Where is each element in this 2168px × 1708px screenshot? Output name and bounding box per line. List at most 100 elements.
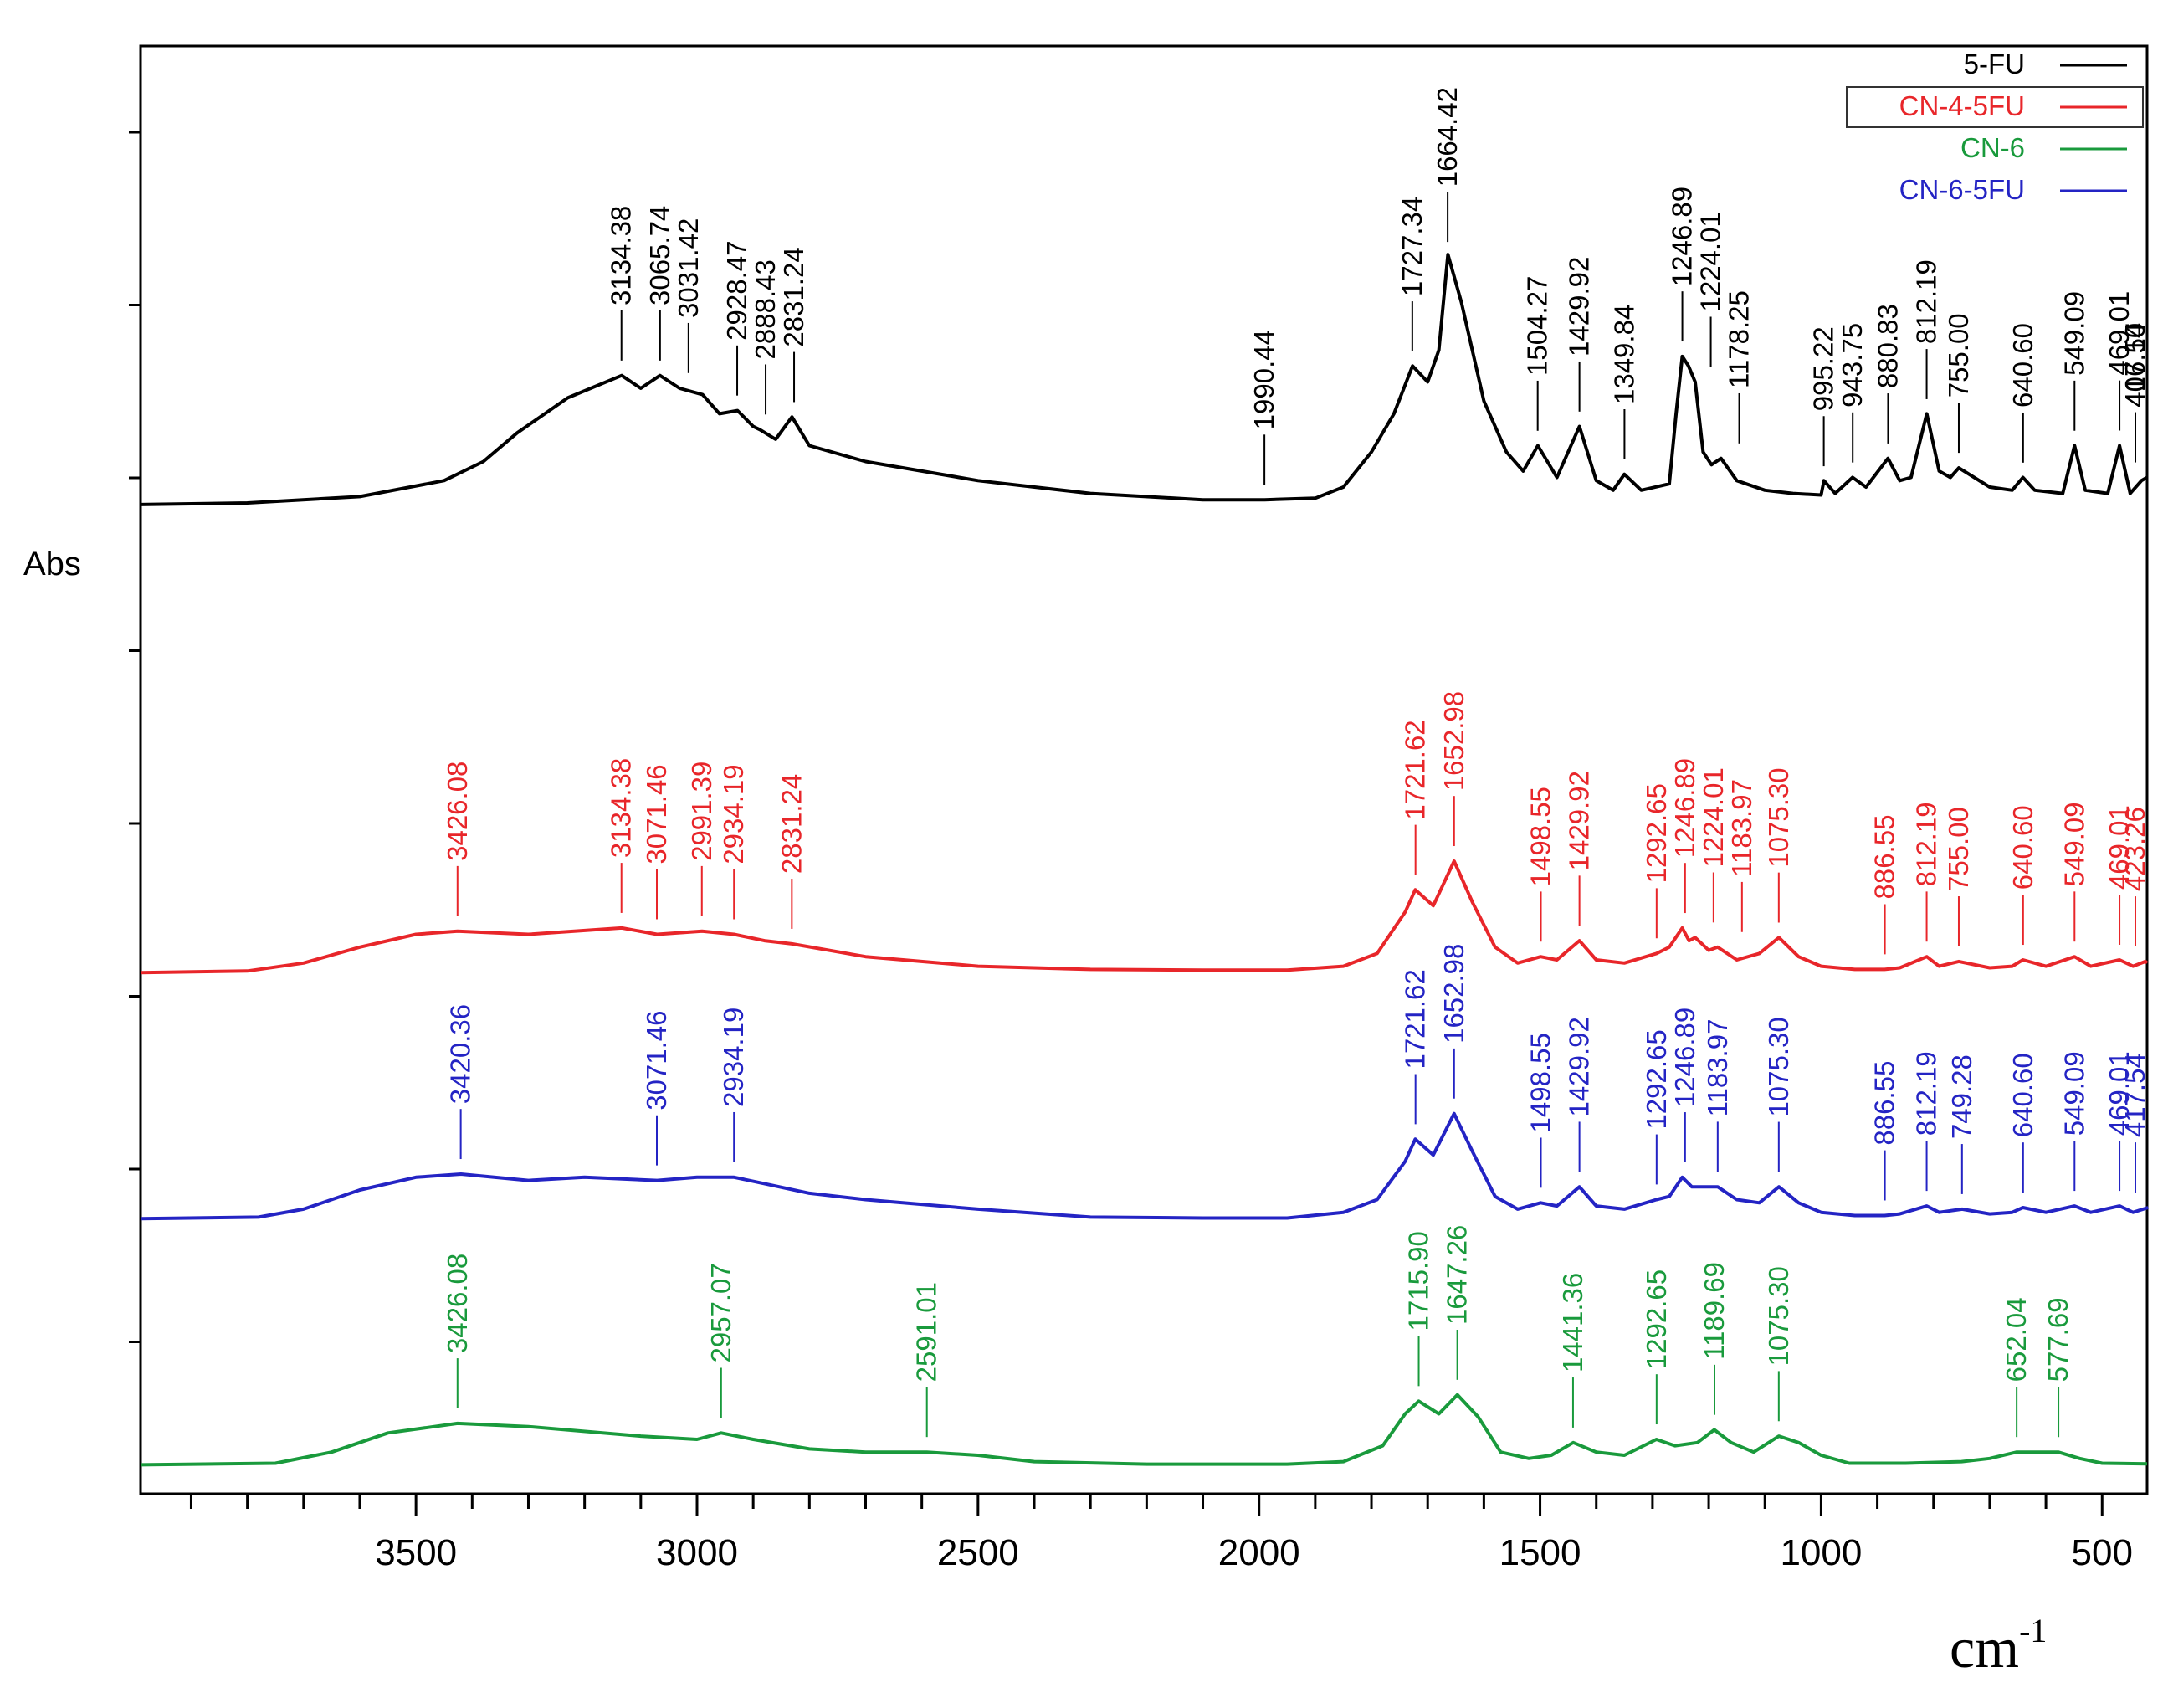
peak-label: 749.28 (1946, 1054, 1977, 1139)
peak-label: 1498.55 (1525, 1033, 1556, 1132)
x-axis-label-unit: cm (1950, 1616, 2019, 1680)
peak-label: 3134.38 (606, 206, 637, 305)
peak-label: 2831.24 (778, 247, 809, 346)
peak-label: 1721.62 (1400, 720, 1431, 819)
peak-label: 423.26 (2119, 807, 2150, 891)
x-tick-label: 2500 (937, 1532, 1019, 1573)
peak-label: 1441.36 (1557, 1273, 1588, 1372)
x-tick-label: 1000 (1780, 1532, 1862, 1573)
peak-label: 3134.38 (606, 758, 637, 858)
peak-label: 812.19 (1911, 1051, 1942, 1136)
x-tick-label: 3500 (375, 1532, 457, 1573)
peak-label: 995.22 (1808, 326, 1839, 411)
y-axis-ticks (129, 131, 141, 1343)
peak-label: 640.60 (2007, 323, 2038, 408)
peak-label: 3071.46 (641, 1010, 672, 1110)
peak-label: 2888.43 (750, 259, 781, 359)
peak-label: 577.69 (2042, 1297, 2073, 1382)
peak-label: 1721.62 (1400, 969, 1431, 1069)
peak-label: 3065.74 (644, 206, 675, 305)
spectra (140, 253, 2149, 1467)
peak-label: 1647.26 (1442, 1225, 1473, 1325)
peak-label: 3031.42 (673, 218, 704, 318)
peak-label: 2591.01 (911, 1282, 942, 1382)
peak-label: 1349.84 (1608, 305, 1639, 404)
peak-label: 1292.65 (1641, 1269, 1672, 1369)
peak-label: 417.54 (2119, 323, 2150, 408)
peak-label: 640.60 (2007, 1053, 2038, 1137)
peak-label: 1178.25 (1724, 290, 1755, 388)
peak-label: 755.00 (1943, 313, 1974, 398)
peak-label: 549.09 (2058, 291, 2089, 376)
peak-label: 812.19 (1911, 802, 1942, 886)
peak-label: 2991.39 (686, 762, 717, 861)
peak-label: 1652.98 (1438, 944, 1469, 1044)
x-axis-label-exponent: -1 (2019, 1612, 2047, 1649)
spectrum-cn-4-5fu (140, 859, 2149, 975)
peak-label: 1652.98 (1438, 691, 1469, 791)
peak-label: 1246.89 (1669, 758, 1700, 858)
peak-label: 2831.24 (776, 774, 807, 874)
peak-label: 549.09 (2058, 802, 2089, 886)
legend-highlight (1846, 86, 2144, 128)
peak-label: 1246.89 (1667, 187, 1698, 286)
peak-label: 2934.19 (718, 764, 749, 864)
peak-label: 1246.89 (1669, 1008, 1700, 1107)
peak-label: 1429.92 (1564, 257, 1595, 356)
legend-entry: CN-6 (1960, 132, 2025, 163)
peak-label: 1727.34 (1397, 197, 1427, 296)
peak-label: 1292.65 (1641, 1029, 1672, 1129)
x-axis-ticks: 3500 3000 2500 2000 1500 1000 500 (189, 1494, 2133, 1573)
peak-label: 1183.97 (1702, 1019, 1733, 1117)
peak-label: 406.10 (2119, 323, 2150, 408)
peak-label: 3426.08 (442, 1254, 473, 1353)
y-axis-label: Abs (23, 546, 81, 582)
peak-label: 2928.47 (721, 241, 752, 341)
peak-label: 652.04 (2001, 1297, 2032, 1382)
peak-label: 880.83 (1872, 304, 1903, 388)
peak-label: 1183.97 (1726, 779, 1757, 877)
peak-label: 1292.65 (1641, 783, 1672, 883)
peak-label: 1224.01 (1698, 767, 1729, 867)
peak-label: 469.01 (2104, 291, 2135, 376)
peak-label: 1075.30 (1763, 1017, 1794, 1116)
peak-label: 812.19 (1911, 259, 1942, 344)
spectrum-cn-6-5fu (140, 1111, 2149, 1221)
peak-label: 943.75 (1837, 323, 1868, 408)
peak-label: 886.55 (1869, 1061, 1900, 1146)
x-tick-label: 1500 (1499, 1532, 1581, 1573)
peak-label: 3426.08 (442, 762, 473, 861)
plot-frame (139, 44, 2149, 1495)
legend-entry: CN-6-5FU (1899, 174, 2025, 205)
peak-label: 1498.55 (1525, 787, 1556, 886)
peak-label: 1224.01 (1695, 212, 1726, 311)
peak-label: 1504.27 (1522, 276, 1553, 376)
peak-label: 469.01 (2104, 1051, 2135, 1136)
peak-label: 2957.07 (705, 1263, 736, 1362)
peak-label: 1075.30 (1763, 1266, 1794, 1366)
legend: 5-FU CN-4-5FU CN-6 CN-6-5FU (1846, 49, 2144, 205)
x-tick-label: 500 (2072, 1532, 2133, 1573)
peak-label: 755.00 (1943, 807, 1974, 891)
spectrum-5-fu (140, 253, 2148, 506)
peak-label: 1990.44 (1248, 330, 1279, 429)
spectrum-cn-6 (140, 1393, 2148, 1467)
peak-label: 469.01 (2104, 805, 2135, 890)
peak-label: 1664.42 (1432, 87, 1463, 187)
x-tick-label: 2000 (1218, 1532, 1300, 1573)
x-tick-label: 3000 (656, 1532, 738, 1573)
peak-label: 3071.46 (641, 764, 672, 864)
peak-label: 1075.30 (1763, 767, 1794, 867)
peak-label: 1715.90 (1403, 1231, 1434, 1331)
peak-label: 1429.92 (1564, 1017, 1595, 1116)
peak-label: 1189.69 (1699, 1262, 1730, 1360)
peak-label: 640.60 (2007, 805, 2038, 890)
x-axis-label: cm-1 (1950, 1612, 2047, 1680)
legend-entry: 5-FU (1964, 49, 2025, 80)
peak-label: 549.09 (2058, 1051, 2089, 1136)
peak-label: 417.54 (2119, 1053, 2150, 1137)
peak-label: 1429.92 (1564, 771, 1595, 870)
legend-entry: CN-4-5FU (1899, 90, 2025, 121)
